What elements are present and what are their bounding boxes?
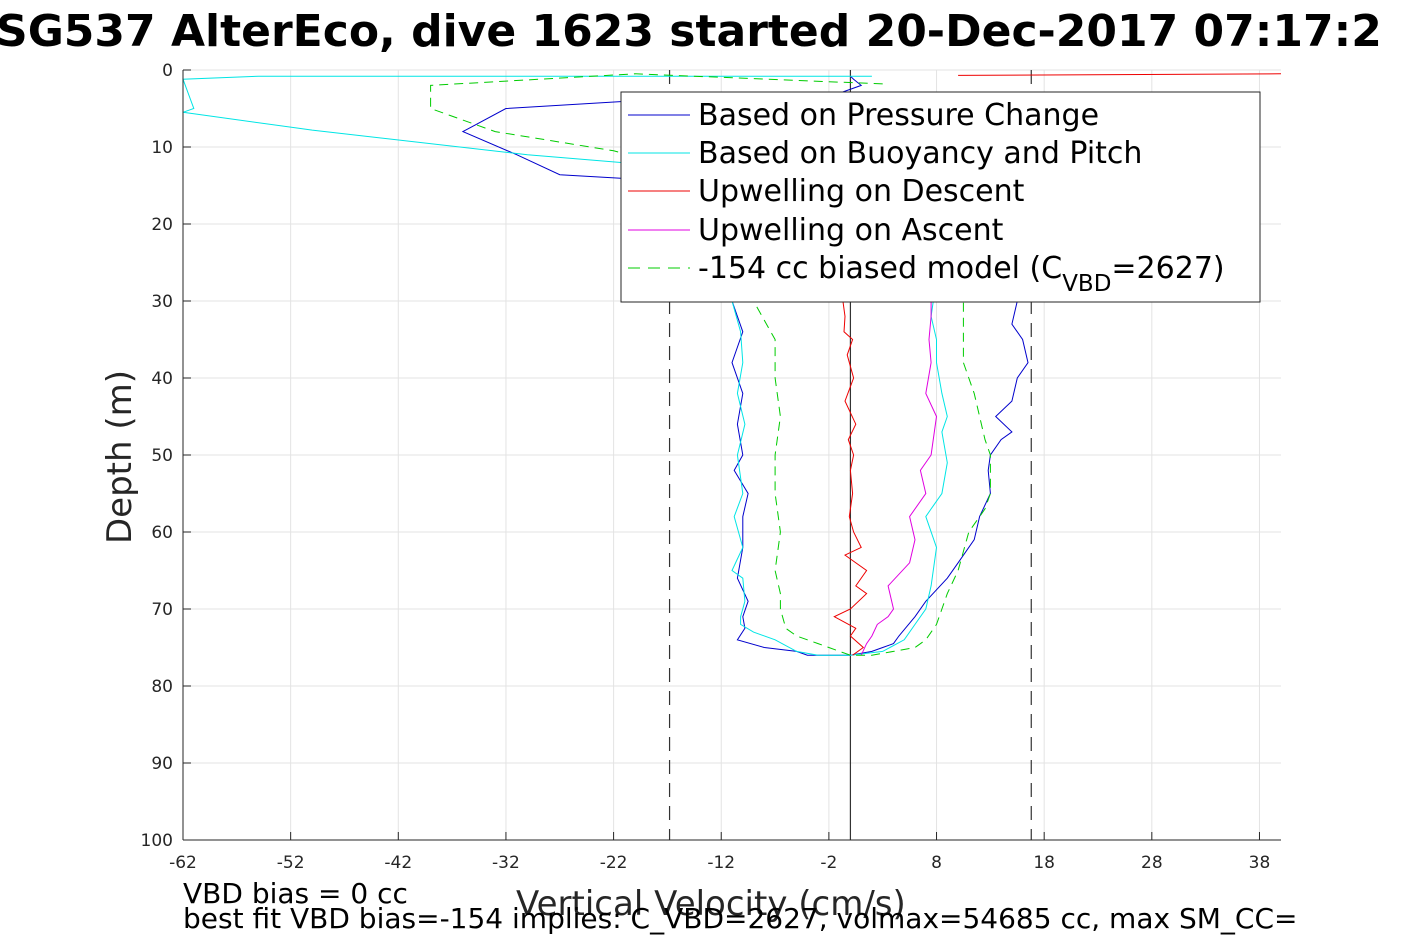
y-tick-label: 50	[151, 446, 173, 466]
legend-item-upwelling-ascent: Upwelling on Ascent	[698, 213, 1004, 248]
x-tick-label: -32	[492, 853, 520, 873]
axes-frame	[182, 69, 1281, 841]
x-tick-label: 28	[1141, 853, 1163, 873]
y-tick-label: 70	[151, 600, 173, 620]
legend-model-subscript: VBD	[1062, 271, 1111, 297]
legend-box	[620, 91, 1261, 303]
x-tick-label: -22	[600, 853, 628, 873]
series-line-up_desc	[833, 285, 868, 656]
y-tick-label: 10	[151, 138, 173, 158]
y-axis-label: Depth (m)	[100, 370, 140, 544]
legend-item-buoyancy: Based on Buoyancy and Pitch	[698, 136, 1142, 171]
y-tick-label: 60	[151, 523, 173, 543]
y-tick-label: 40	[151, 369, 173, 389]
x-tick-labels: -62 -52 -42 -32 -22 -12 -2 8 18 28 38	[169, 853, 1270, 873]
y-tick-label: 0	[162, 61, 173, 81]
x-tick-label: -42	[384, 853, 412, 873]
series-line-up_desc_top	[958, 73, 1282, 76]
legend-item-model: -154 cc biased model (CVBD=2627)	[698, 251, 1225, 297]
legend-item-pressure: Based on Pressure Change	[698, 98, 1099, 133]
x-tick-label: -52	[277, 853, 305, 873]
x-tick-label: -12	[707, 853, 735, 873]
y-tick-label: 80	[151, 677, 173, 697]
chart-title: SG537 AlterEco, dive 1623 started 20-Dec…	[0, 6, 1382, 57]
legend-model-main: -154 cc biased model (C	[698, 251, 1062, 286]
y-tick-label: 30	[151, 292, 173, 312]
x-tick-label: 8	[931, 853, 942, 873]
x-tick-label: -62	[169, 853, 197, 873]
y-tick-label: 100	[141, 831, 173, 851]
x-axis-label: Vertical Velocity (cm/s)	[516, 884, 906, 924]
y-tick-label: 90	[151, 754, 173, 774]
y-tick-label: 20	[151, 215, 173, 235]
series-line-model	[430, 73, 991, 656]
series-line-up_asc	[860, 301, 938, 656]
y-tick-labels: 0 10 20 30 40 50 60 70 80 90 100	[141, 61, 173, 851]
vbd-bias-note: VBD bias = 0 cc	[183, 877, 408, 910]
legend-model-end: =2627)	[1111, 251, 1224, 286]
legend-item-upwelling-descent: Upwelling on Descent	[698, 174, 1025, 209]
x-tick-label: 18	[1033, 853, 1055, 873]
x-tick-label: -2	[820, 853, 837, 873]
x-tick-label: 38	[1249, 853, 1271, 873]
best-fit-note: best fit VBD bias=-154 implies: C_VBD=26…	[183, 902, 1297, 935]
legend: Based on Pressure Change Based on Buoyan…	[620, 91, 1261, 303]
